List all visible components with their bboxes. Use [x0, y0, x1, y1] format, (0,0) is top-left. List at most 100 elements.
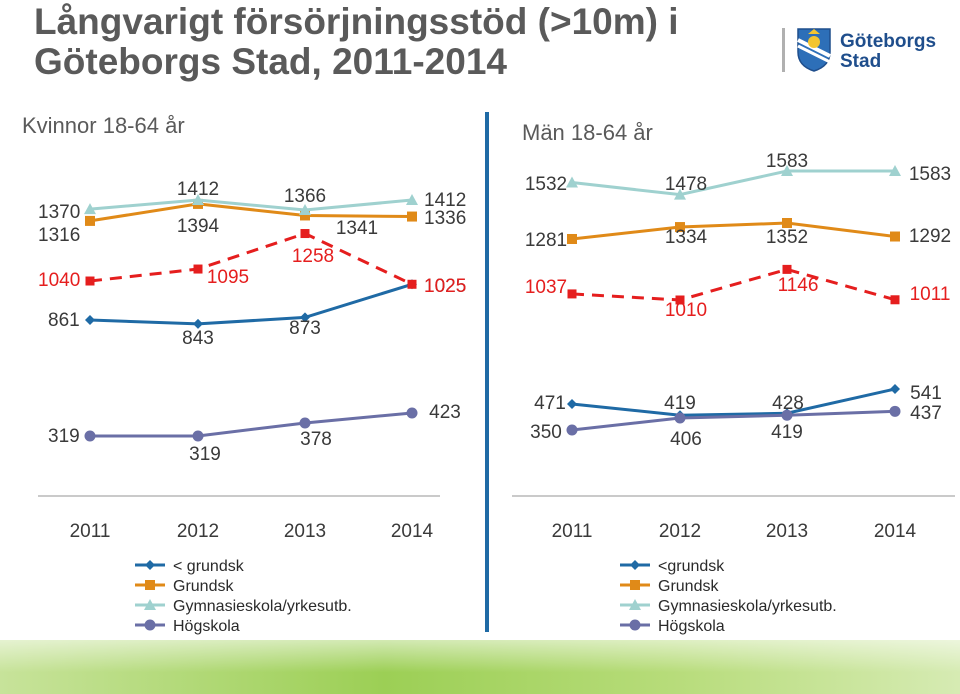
- data-point-higher-1-2012: [192, 430, 204, 442]
- data-label-below-basic-2-2014: 541: [910, 383, 942, 404]
- data-label-below-basic-1-2011: 861: [48, 310, 80, 331]
- data-point-basic-2-2012: [675, 222, 685, 233]
- highlight-label-1-2013: 1258: [292, 246, 334, 267]
- highlight-label-1-2012: 1095: [207, 267, 249, 288]
- data-point-below-basic-1-2013: [300, 312, 310, 323]
- data-label-secondary-2-2013: 1583: [766, 151, 808, 172]
- legend-label-secondary-1: Gymnasieskola/yrkesutb.: [173, 598, 352, 615]
- data-point-secondary-1-2011: [84, 203, 96, 215]
- x-tick-label-1-2012: 2012: [177, 521, 219, 542]
- series-line-basic-1: [89, 202, 413, 223]
- title-line-2: Göteborgs Stad, 2011-2014: [34, 41, 507, 82]
- chart-title-1: Kvinnor 18-64 år: [22, 113, 185, 138]
- highlight-label-2-2014: 1011: [910, 284, 951, 305]
- series-line-secondary-1: [89, 198, 413, 212]
- highlight-label-1-2014: 1025: [424, 276, 466, 297]
- data-point-higher-1-2011: [84, 430, 96, 442]
- highlight-point-2-2011: [567, 289, 577, 299]
- highlight-label-1-2011: 1040: [38, 270, 80, 291]
- x-tick-label-1-2011: 2011: [70, 521, 111, 542]
- data-label-higher-1-2011: 319: [48, 426, 80, 447]
- data-label-higher-2-2014: 437: [910, 403, 942, 424]
- data-label-basic-1-2014: 1336: [424, 208, 466, 229]
- highlight-label-2-2012: 1010: [665, 300, 707, 321]
- series-line-higher-1: [90, 411, 413, 438]
- data-label-basic-2-2011: 1281: [525, 230, 567, 251]
- goteborgs-stad-logo: Göteborgs Stad: [782, 26, 942, 76]
- data-label-higher-1-2013: 378: [300, 429, 332, 450]
- data-label-basic-1-2013: 1341: [336, 218, 378, 239]
- data-label-basic-2-2012: 1334: [665, 227, 708, 248]
- highlight-point-1-2011: [85, 276, 95, 286]
- data-label-higher-1-2014: 423: [429, 402, 461, 423]
- data-label-below-basic-1-2012: 843: [182, 328, 214, 349]
- legend-label-higher-2: Högskola: [658, 618, 725, 635]
- data-point-below-basic-2-2011: [567, 399, 577, 410]
- data-point-secondary-1-2013: [299, 204, 311, 216]
- data-label-higher-2-2011: 350: [530, 422, 562, 443]
- highlight-point-1-2014: [407, 279, 417, 289]
- series-line-basic-2: [571, 221, 896, 241]
- chart-title-2: Män 18-64 år: [522, 120, 653, 145]
- data-point-higher-2-2014: [889, 405, 901, 417]
- data-point-basic-1-2013: [300, 210, 310, 221]
- footer-band: [0, 640, 960, 694]
- data-point-basic-1-2014: [407, 211, 417, 222]
- data-label-higher-2-2013: 419: [771, 422, 803, 443]
- x-tick-label-2-2012: 2012: [659, 521, 701, 542]
- highlight-point-1-2012: [193, 264, 203, 274]
- legend-label-below-basic-2: <grundsk: [658, 558, 725, 575]
- highlight-line-1: [89, 231, 413, 286]
- data-label-higher-1-2012: 319: [189, 444, 221, 465]
- data-point-higher-2-2013: [781, 409, 793, 421]
- x-tick-label-1-2013: 2013: [284, 521, 326, 542]
- data-point-higher-2-2011: [566, 424, 578, 436]
- data-point-basic-2-2011: [567, 233, 577, 244]
- data-label-secondary-2-2011: 1532: [525, 174, 567, 195]
- data-point-higher-2-2012: [674, 412, 686, 424]
- x-tick-label-1-2014: 2014: [391, 521, 434, 542]
- data-label-below-basic-1-2014: 1025: [424, 276, 466, 297]
- series-line-secondary-2: [571, 169, 895, 197]
- data-point-secondary-2-2012: [674, 188, 686, 200]
- data-label-basic-2-2013: 1352: [766, 227, 808, 248]
- highlight-point-2-2012: [675, 295, 685, 305]
- series-line-below-basic-2: [571, 387, 896, 417]
- logo-wordmark: Göteborgs Stad: [840, 32, 936, 72]
- data-point-secondary-2-2014: [889, 165, 901, 176]
- data-label-secondary-1-2013: 1366: [284, 186, 326, 207]
- data-point-below-basic-2-2014: [890, 384, 900, 394]
- data-point-below-basic-1-2012: [193, 318, 203, 329]
- highlight-label-2-2011: 1037: [525, 277, 567, 298]
- logo-divider: [782, 28, 785, 72]
- data-point-below-basic-1-2011: [85, 315, 95, 325]
- city-seal-icon: [797, 28, 831, 72]
- data-label-basic-2-2014: 1292: [909, 226, 951, 247]
- highlight-point-2-2013: [782, 264, 792, 274]
- data-label-basic-1-2012: 1394: [177, 216, 220, 237]
- data-label-below-basic-2-2013: 428: [772, 393, 804, 414]
- footer-highlight: [0, 640, 960, 694]
- data-label-secondary-2-2014: 1583: [909, 164, 951, 185]
- highlight-point-1-2013: [300, 229, 310, 239]
- data-label-higher-2-2012: 406: [670, 429, 702, 450]
- data-label-secondary-1-2014: 1412: [424, 190, 466, 211]
- highlight-point-2-2014: [890, 295, 900, 305]
- logo-text-line-2: Stad: [840, 51, 882, 72]
- data-label-secondary-1-2011: 1370: [38, 202, 80, 223]
- series-line-below-basic-1: [89, 282, 413, 326]
- legend-marker-basic-1: [145, 580, 155, 590]
- data-label-below-basic-1-2013: 873: [289, 318, 321, 339]
- data-point-secondary-1-2012: [192, 194, 204, 205]
- data-point-basic-1-2011: [85, 215, 95, 226]
- data-point-higher-1-2014: [406, 407, 418, 419]
- data-point-basic-2-2013: [782, 218, 792, 229]
- data-point-secondary-1-2014: [406, 194, 418, 205]
- data-label-basic-1-2011: 1316: [38, 225, 80, 246]
- series-line-higher-2: [571, 409, 896, 432]
- legend-marker-below-basic-1: [145, 560, 155, 570]
- x-tick-label-2-2011: 2011: [552, 521, 593, 542]
- data-label-secondary-1-2012: 1412: [177, 179, 219, 200]
- legend-label-below-basic-1: < grundsk: [173, 558, 245, 575]
